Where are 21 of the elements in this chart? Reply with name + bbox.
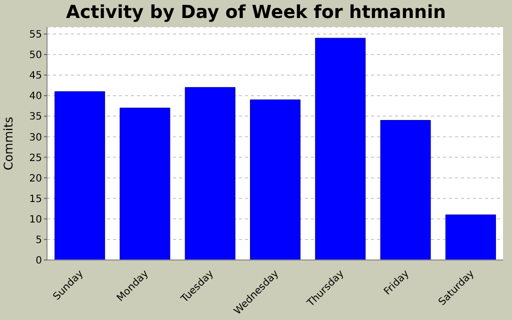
y-tick-label: 45	[29, 70, 42, 82]
y-tick-label: 0	[36, 256, 42, 267]
y-tick-label: 40	[29, 91, 42, 102]
y-tick-label: 20	[29, 173, 42, 184]
chart-title: Activity by Day of Week for htmannin	[65, 2, 447, 23]
y-tick-label: 5	[36, 235, 42, 246]
y-tick-label: 10	[29, 214, 42, 226]
bar	[315, 38, 366, 260]
bar	[184, 87, 236, 260]
y-tick-label: 15	[29, 194, 42, 205]
y-tick-label: 55	[29, 30, 42, 41]
bar	[54, 91, 106, 260]
y-tick-label: 25	[29, 152, 42, 164]
bar	[380, 120, 431, 260]
y-axis-title: Commits	[1, 116, 16, 170]
bar	[445, 214, 496, 260]
y-tick-label: 30	[29, 132, 42, 144]
bar	[120, 108, 170, 260]
bar	[250, 99, 300, 260]
y-tick-label: 50	[29, 50, 42, 62]
y-tick-label: 35	[29, 112, 42, 123]
